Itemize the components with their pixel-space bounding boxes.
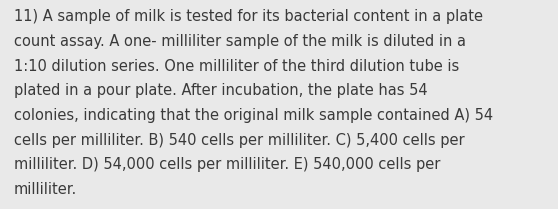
Text: count assay. A one- milliliter sample of the milk is diluted in a: count assay. A one- milliliter sample of… bbox=[14, 34, 466, 49]
Text: milliliter. D) 54,000 cells per milliliter. E) 540,000 cells per: milliliter. D) 54,000 cells per millilit… bbox=[14, 157, 440, 172]
Text: plated in a pour plate. After incubation, the plate has 54: plated in a pour plate. After incubation… bbox=[14, 83, 427, 98]
Text: 1:10 dilution series. One milliliter of the third dilution tube is: 1:10 dilution series. One milliliter of … bbox=[14, 59, 459, 74]
Text: cells per milliliter. B) 540 cells per milliliter. C) 5,400 cells per: cells per milliliter. B) 540 cells per m… bbox=[14, 133, 465, 148]
Text: 11) A sample of milk is tested for its bacterial content in a plate: 11) A sample of milk is tested for its b… bbox=[14, 9, 483, 24]
Text: milliliter.: milliliter. bbox=[14, 182, 77, 197]
Text: colonies, indicating that the original milk sample contained A) 54: colonies, indicating that the original m… bbox=[14, 108, 493, 123]
